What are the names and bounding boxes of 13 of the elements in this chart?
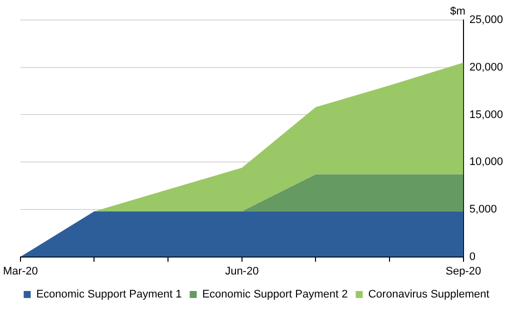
y-tick-label: 15,000: [469, 108, 504, 121]
y-tick-label: 0: [469, 250, 476, 263]
legend-label: Economic Support Payment 1: [36, 288, 182, 301]
y-tick-label: 25,000: [469, 14, 504, 26]
x-tick-label: Sep-20: [446, 265, 482, 278]
x-tick-label: Jun-20: [225, 265, 259, 278]
x-tick-label: Mar-20: [3, 265, 38, 278]
legend-label: Economic Support Payment 2: [202, 288, 348, 301]
y-axis-title: $m: [450, 6, 466, 18]
y-tick-label: 10,000: [469, 156, 504, 168]
y-tick-label: 5,000: [469, 203, 497, 216]
y-tick-label: 20,000: [469, 61, 504, 74]
legend-label: Coronavirus Supplement: [368, 288, 490, 301]
